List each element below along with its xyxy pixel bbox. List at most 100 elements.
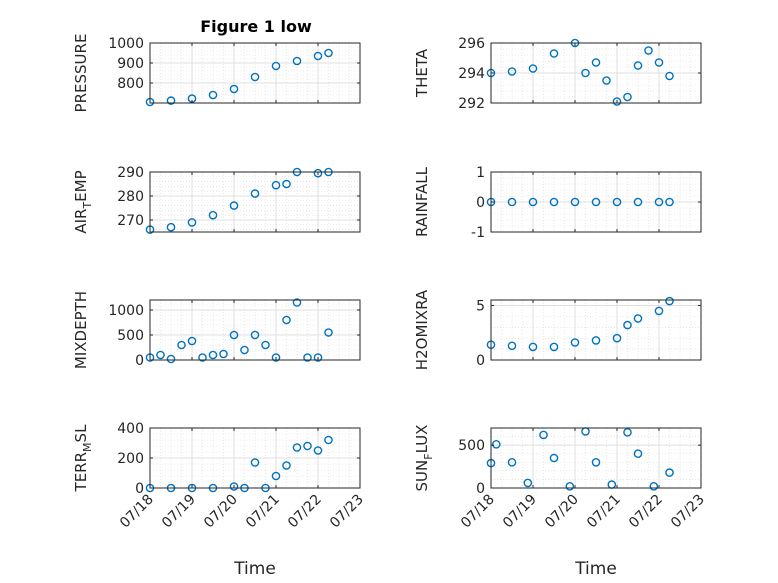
- sun-flux-x-axis-label: Time: [574, 559, 617, 579]
- mixdepth-data-point: [292, 298, 302, 307]
- pressure-data-point: [166, 96, 176, 105]
- terr-msl-data-point: [282, 461, 291, 470]
- mixdepth-y-axis-label: MIXDEPTH: [72, 291, 90, 369]
- h2omixra-y-tick-label: 0: [476, 353, 485, 369]
- sun-flux-data-point: [549, 453, 559, 463]
- chart-rainfall: -1 0 1 RAINFALL: [413, 165, 702, 241]
- air-temp-y-tick-label: 270: [117, 213, 144, 229]
- h2omixra-data-point: [549, 342, 559, 352]
- terr-msl-y-tick-label: 0: [135, 481, 144, 497]
- terr-msl-data-point: [271, 471, 281, 481]
- mixdepth-y-tick-label: 0: [135, 353, 144, 369]
- rainfall-y-tick-label: 1: [476, 165, 485, 181]
- sun-flux-data-point: [633, 449, 643, 459]
- mixdepth-data-point: [166, 354, 176, 364]
- air-temp-y-tick-label: 280: [117, 189, 144, 205]
- rainfall-data-point: [591, 197, 601, 207]
- h2omixra-data-point: [665, 296, 674, 306]
- terr-msl-data-point: [292, 443, 302, 452]
- h2omixra-axes-box: [490, 299, 702, 361]
- air-temp-data-point: [187, 218, 197, 227]
- mixdepth-data-point: [313, 353, 323, 362]
- theta-data-point: [665, 71, 674, 81]
- sun-flux-data-point: [523, 478, 533, 488]
- h2omixra-data-point: [528, 342, 538, 352]
- air-temp-data-point: [271, 180, 281, 190]
- sun-flux-axes-box: [490, 427, 702, 489]
- pressure-y-axis-label: PRESSURE: [72, 34, 90, 113]
- terr-msl-y-tick-label: 200: [117, 451, 144, 467]
- rainfall-data-point: [654, 197, 664, 207]
- mixdepth-data-point: [250, 330, 260, 340]
- h2omixra-data-point: [654, 306, 664, 316]
- sun-flux-data-point: [565, 481, 575, 491]
- rainfall-y-axis-label: RAINFALL: [413, 166, 431, 237]
- mixdepth-data-point: [208, 350, 218, 360]
- rainfall-data-point: [507, 197, 517, 207]
- h2omixra-y-tick-label: 5: [476, 298, 485, 314]
- pressure-y-tick-label: 900: [117, 56, 144, 72]
- sun-flux-data-point: [539, 430, 548, 440]
- theta-data-point: [612, 97, 622, 106]
- theta-data-point: [644, 46, 653, 55]
- h2omixra-data-point: [591, 336, 601, 345]
- rainfall-y-tick-label: -1: [471, 225, 485, 241]
- sun-flux-data-point: [623, 427, 632, 437]
- sun-flux-data-point: [665, 468, 674, 477]
- air-temp-data-point: [229, 201, 239, 210]
- theta-data-point: [633, 61, 643, 70]
- pressure-data-point: [292, 56, 302, 66]
- rainfall-data-point: [549, 197, 559, 207]
- h2omixra-data-point: [623, 320, 632, 330]
- mixdepth-data-point: [177, 340, 186, 350]
- terr-msl-data-point: [229, 482, 239, 491]
- air-temp-data-point: [166, 222, 176, 232]
- theta-data-point: [591, 58, 601, 67]
- sun-flux-data-point: [649, 481, 659, 491]
- mixdepth-data-point: [303, 353, 312, 362]
- pressure-data-point: [208, 90, 218, 100]
- mixdepth-data-point: [156, 350, 165, 360]
- chart-mixdepth: 0 500 1000 MIXDEPTH: [72, 291, 361, 369]
- air-temp-data-point: [208, 210, 218, 220]
- mixdepth-y-tick-label: 500: [117, 328, 144, 344]
- chart-air-temp: 270 280 290 AIRTEMP: [72, 165, 361, 234]
- h2omixra-data-point: [507, 341, 517, 351]
- sun-flux-data-point: [507, 457, 517, 467]
- rainfall-data-point: [570, 197, 580, 207]
- pressure-data-point: [324, 48, 333, 58]
- pressure-data-point: [229, 84, 239, 94]
- mixdepth-data-point: [240, 345, 249, 355]
- air-temp-data-point: [282, 179, 291, 189]
- mixdepth-data-point: [187, 336, 197, 346]
- air-temp-data-point: [313, 168, 323, 178]
- theta-data-point: [549, 49, 559, 58]
- mixdepth-data-point: [198, 353, 207, 362]
- figure-title: Figure 1 low: [200, 17, 312, 36]
- theta-data-point: [581, 68, 590, 78]
- theta-data-point: [507, 67, 517, 76]
- h2omixra-data-point: [612, 333, 622, 343]
- terr-msl-x-axis-label: Time: [233, 559, 276, 579]
- pressure-y-tick-label: 800: [117, 76, 144, 92]
- h2omixra-data-point: [570, 338, 580, 347]
- theta-data-point: [623, 92, 632, 102]
- h2omixra-y-axis-label: H2OMIXRA: [413, 289, 431, 370]
- rainfall-data-point: [612, 197, 622, 207]
- air-temp-y-axis-label: AIRTEMP: [72, 170, 94, 233]
- theta-y-tick-label: 294: [458, 66, 485, 82]
- rainfall-data-point: [665, 197, 674, 207]
- theta-data-point: [528, 64, 538, 73]
- rainfall-data-point: [528, 197, 538, 207]
- air-temp-axes-box: [149, 171, 361, 233]
- sun-flux-data-point: [591, 457, 601, 467]
- sun-flux-y-tick-label: 0: [476, 481, 485, 497]
- theta-y-tick-label: 296: [458, 36, 485, 52]
- pressure-axes-box: [149, 42, 361, 104]
- chart-h2omixra: 0 5 H2OMIXRA: [413, 289, 702, 370]
- air-temp-y-tick-label: 290: [117, 165, 144, 181]
- pressure-data-point: [271, 61, 281, 71]
- chart-pressure: 800 900 1000 PRESSURE: [72, 34, 361, 113]
- pressure-data-point: [250, 72, 260, 82]
